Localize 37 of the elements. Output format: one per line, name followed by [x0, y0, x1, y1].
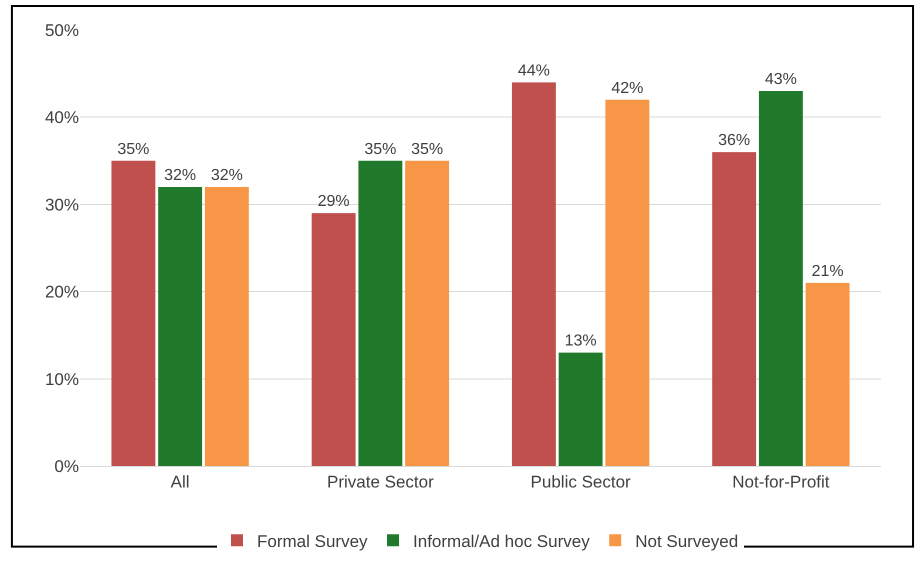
legend-label: Informal/Ad hoc Survey [413, 532, 590, 551]
data-label: 44% [518, 62, 550, 80]
bar [712, 152, 756, 466]
bar [758, 91, 803, 466]
bar [158, 186, 202, 466]
bar [204, 186, 249, 466]
y-tick-label: 10% [44, 370, 79, 389]
bar [558, 352, 603, 466]
data-label: 13% [564, 332, 597, 350]
data-label: 35% [364, 140, 396, 158]
bar [806, 282, 850, 466]
bar [605, 100, 650, 466]
bar [111, 160, 156, 466]
y-tick-label: 30% [44, 195, 79, 214]
data-label: 35% [411, 140, 444, 158]
data-label: 32% [164, 166, 196, 184]
data-label: 35% [117, 140, 150, 158]
y-tick-label: 0% [54, 456, 79, 476]
data-label: 29% [318, 193, 350, 210]
data-label: 42% [611, 80, 644, 97]
x-tick-label: Not-for-Profit [732, 472, 830, 492]
data-label: 43% [764, 71, 797, 88]
y-tick-label: 40% [44, 108, 79, 128]
x-tick-label: Private Sector [326, 472, 434, 492]
data-label: 32% [210, 166, 243, 184]
bar [405, 160, 450, 466]
data-label: 21% [812, 262, 844, 280]
legend-label: Formal Survey [257, 532, 368, 551]
bar [312, 213, 356, 466]
x-tick-label: Public Sector [530, 472, 632, 492]
x-tick-label: All [170, 472, 190, 492]
bar [512, 82, 556, 466]
data-label: 36% [718, 132, 750, 150]
legend-label: Not Surveyed [635, 532, 738, 551]
y-tick-label: 50% [44, 20, 79, 40]
y-tick-label: 20% [44, 282, 79, 302]
bar [358, 160, 402, 466]
